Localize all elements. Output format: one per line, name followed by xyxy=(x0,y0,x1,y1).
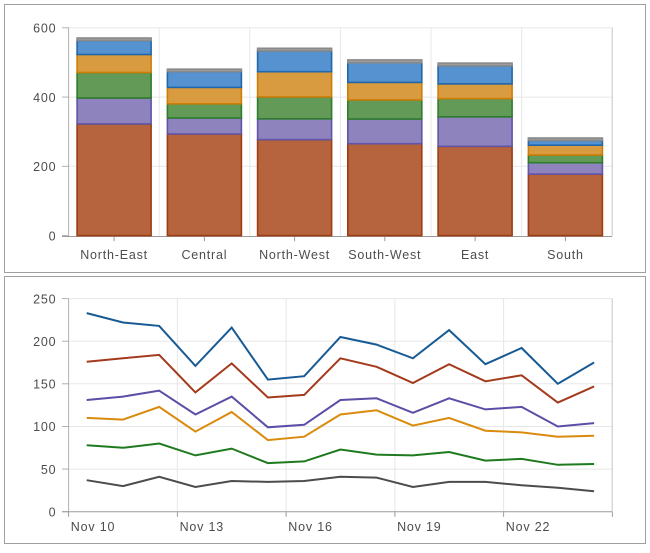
svg-text:600: 600 xyxy=(33,22,56,36)
svg-text:150: 150 xyxy=(33,378,56,392)
svg-text:Nov 22: Nov 22 xyxy=(506,520,550,534)
svg-text:Nov 13: Nov 13 xyxy=(180,520,224,534)
svg-text:Nov 19: Nov 19 xyxy=(397,520,441,534)
svg-text:East: East xyxy=(461,248,489,262)
svg-text:200: 200 xyxy=(33,335,56,349)
svg-text:400: 400 xyxy=(33,91,56,105)
svg-text:100: 100 xyxy=(33,420,56,434)
svg-text:South: South xyxy=(547,248,584,262)
svg-text:0: 0 xyxy=(49,229,57,243)
svg-text:Nov 16: Nov 16 xyxy=(288,520,332,534)
svg-text:Nov 10: Nov 10 xyxy=(71,520,115,534)
svg-text:200: 200 xyxy=(33,160,56,174)
svg-text:South-West: South-West xyxy=(348,248,421,262)
svg-text:0: 0 xyxy=(49,505,57,519)
svg-text:North-East: North-East xyxy=(80,248,148,262)
svg-text:250: 250 xyxy=(33,292,56,306)
svg-text:North-West: North-West xyxy=(259,248,330,262)
svg-text:50: 50 xyxy=(41,463,57,477)
svg-text:Central: Central xyxy=(181,248,227,262)
